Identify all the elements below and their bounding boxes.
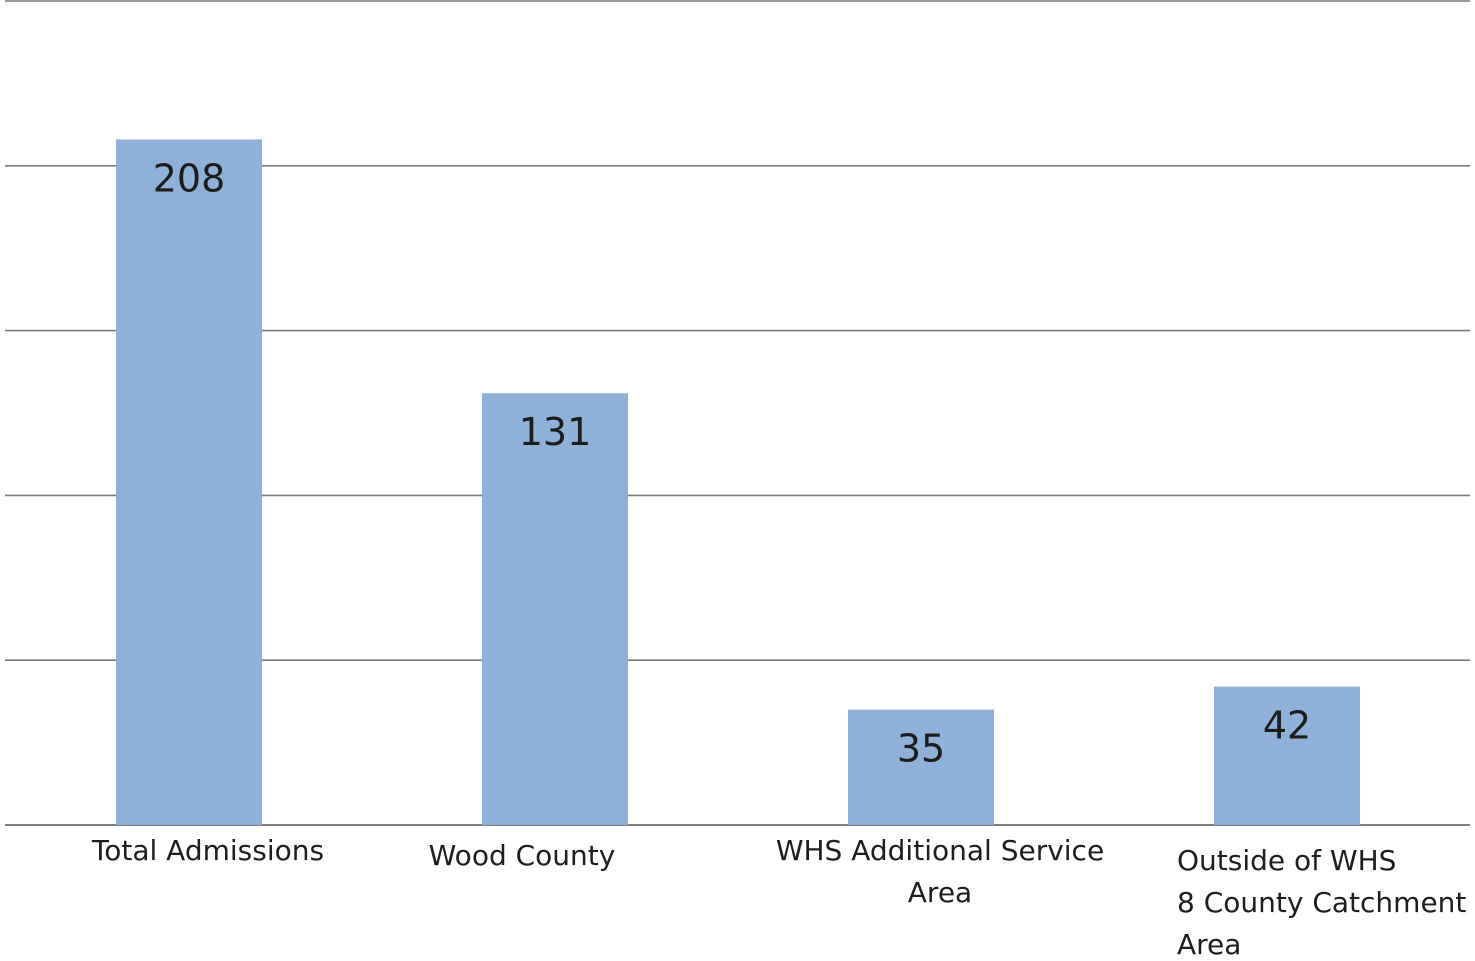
category-label-wood-county: Wood County bbox=[429, 839, 616, 872]
bar-outside-catchment-area bbox=[1214, 686, 1360, 825]
value-label-wood-county: 131 bbox=[519, 410, 592, 454]
value-label-whs-additional-service-area: 35 bbox=[897, 727, 945, 771]
bar-total-admissions bbox=[116, 139, 262, 825]
category-labels: Total Admissions Wood County WHS Additiona… bbox=[91, 834, 1467, 961]
category-label-outside-catchment-area: Outside of WHS 8 County Catchment Area bbox=[1177, 844, 1466, 961]
bar-wood-county bbox=[482, 393, 628, 825]
data-labels: 208 131 35 42 bbox=[153, 156, 1311, 770]
value-label-outside-catchment-area: 42 bbox=[1263, 704, 1311, 748]
value-label-total-admissions: 208 bbox=[153, 156, 226, 200]
category-label-total-admissions: Total Admissions bbox=[91, 834, 324, 867]
category-label-whs-additional-service-area: WHS Additional Service Area bbox=[776, 834, 1104, 909]
bar-whs-additional-service-area bbox=[848, 709, 994, 825]
bars bbox=[116, 139, 1360, 825]
